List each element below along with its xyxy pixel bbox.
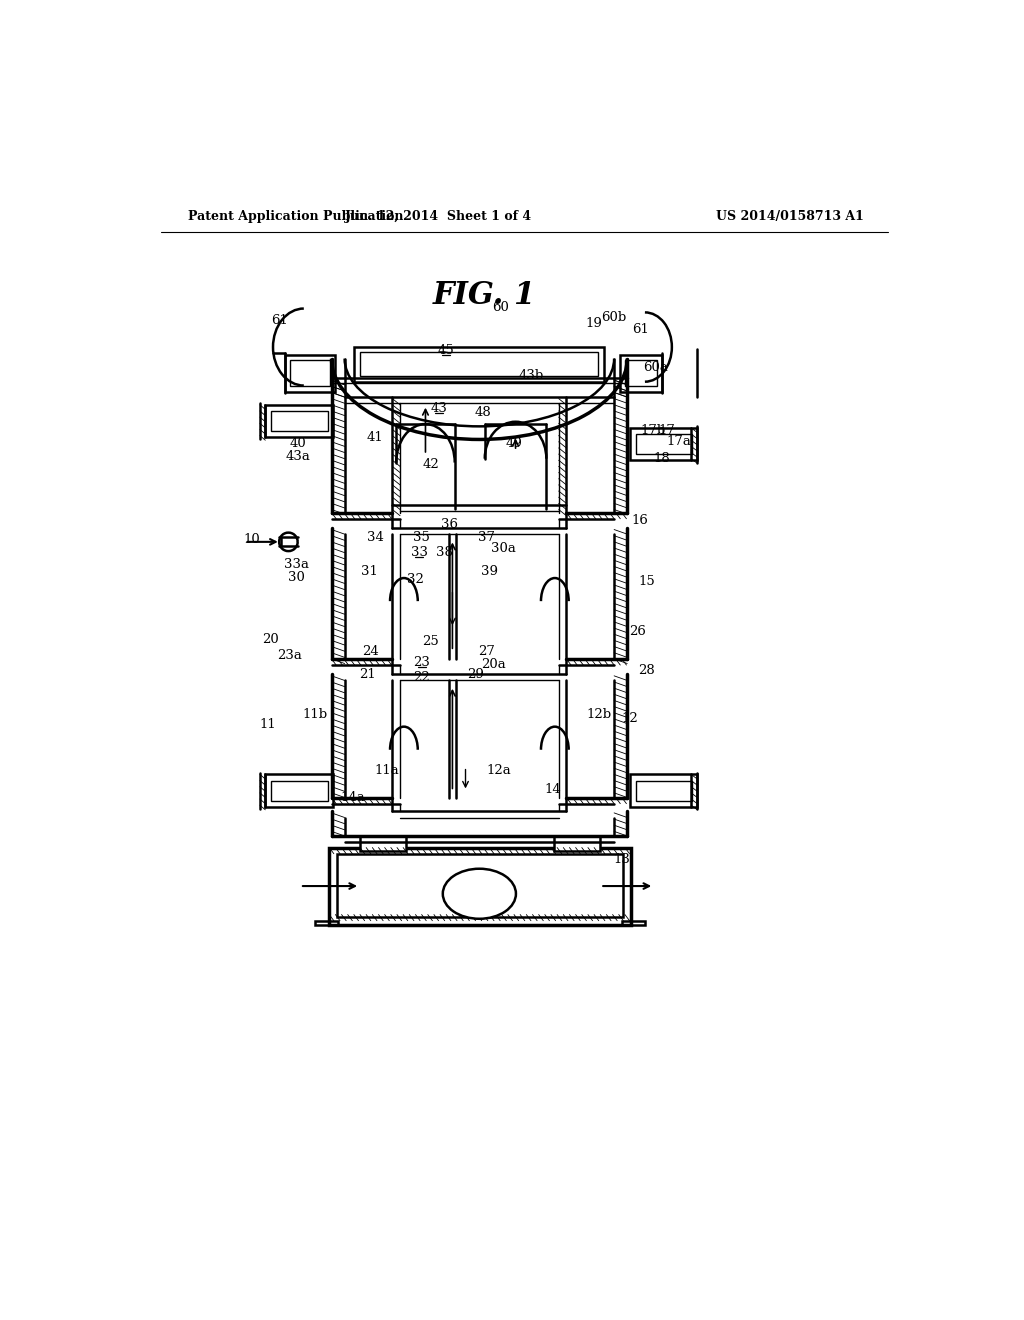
Text: US 2014/0158713 A1: US 2014/0158713 A1 <box>716 210 863 223</box>
Text: 38: 38 <box>436 546 454 560</box>
Text: 16: 16 <box>632 513 649 527</box>
Text: FIG. 1: FIG. 1 <box>433 280 537 312</box>
Bar <box>290 360 330 385</box>
Bar <box>337 854 624 917</box>
Text: 17: 17 <box>658 424 676 437</box>
Bar <box>360 836 407 851</box>
Text: 33a: 33a <box>284 557 308 570</box>
Bar <box>630 775 697 807</box>
Text: 12a: 12a <box>486 764 511 777</box>
Text: 22: 22 <box>414 671 430 684</box>
Text: 32: 32 <box>407 573 424 586</box>
Text: 18: 18 <box>653 453 671 465</box>
Text: 10: 10 <box>244 533 260 546</box>
Text: 42: 42 <box>423 458 439 471</box>
Text: 15: 15 <box>638 576 654 589</box>
Text: Patent Application Publication: Patent Application Publication <box>188 210 403 223</box>
Text: 39: 39 <box>481 565 498 578</box>
Text: 30a: 30a <box>490 543 516 556</box>
Text: Jun. 12, 2014  Sheet 1 of 4: Jun. 12, 2014 Sheet 1 of 4 <box>345 210 532 223</box>
Text: 41: 41 <box>367 430 384 444</box>
Text: 13: 13 <box>613 853 630 866</box>
Text: 12b: 12b <box>586 708 611 721</box>
Bar <box>625 360 657 385</box>
Text: 36: 36 <box>441 519 458 532</box>
Bar <box>554 836 600 851</box>
Text: 43b: 43b <box>518 370 544 381</box>
Text: 14: 14 <box>544 783 561 796</box>
Text: 61: 61 <box>632 323 649 335</box>
Text: 14a: 14a <box>340 791 365 804</box>
Text: 29: 29 <box>467 668 484 681</box>
Text: 17a: 17a <box>667 436 691 449</box>
Text: 40: 40 <box>290 437 307 450</box>
Text: 28: 28 <box>638 664 654 677</box>
Bar <box>630 428 697 461</box>
Text: 23a: 23a <box>278 648 302 661</box>
Text: 43a: 43a <box>286 450 311 463</box>
Text: 48: 48 <box>475 407 492 418</box>
Text: 11a: 11a <box>375 764 399 777</box>
Text: 20: 20 <box>262 634 280 647</box>
Text: 11b: 11b <box>303 708 328 721</box>
Text: 27: 27 <box>478 644 495 657</box>
Text: 21: 21 <box>359 668 376 681</box>
Bar <box>636 780 692 800</box>
Bar <box>285 355 335 392</box>
Text: 60a: 60a <box>643 362 668 375</box>
Text: 20a: 20a <box>481 657 507 671</box>
Text: 19: 19 <box>586 317 602 330</box>
Text: 23: 23 <box>413 656 430 669</box>
Text: 45: 45 <box>438 343 455 356</box>
Bar <box>315 921 339 924</box>
Text: 12: 12 <box>622 711 638 725</box>
Bar <box>636 434 692 454</box>
Text: 49: 49 <box>506 437 522 450</box>
Bar <box>330 847 631 924</box>
Text: 34: 34 <box>367 531 384 544</box>
Ellipse shape <box>442 869 516 919</box>
Text: 17b: 17b <box>640 424 666 437</box>
Text: 37: 37 <box>478 531 495 544</box>
Bar <box>271 411 328 430</box>
Text: 60: 60 <box>492 301 509 314</box>
Text: 30: 30 <box>288 570 304 583</box>
Bar <box>620 355 662 392</box>
Text: 25: 25 <box>423 635 439 648</box>
Text: 60b: 60b <box>601 312 627 325</box>
Text: 11: 11 <box>259 718 276 731</box>
Bar <box>360 352 598 376</box>
Text: 33: 33 <box>411 546 428 560</box>
Bar <box>265 775 333 807</box>
Bar <box>622 921 645 924</box>
Text: 43: 43 <box>430 403 447 416</box>
Text: 61: 61 <box>270 314 288 326</box>
Text: 24: 24 <box>362 644 379 657</box>
Text: 35: 35 <box>413 531 430 544</box>
Bar <box>271 780 328 800</box>
Bar <box>265 405 333 437</box>
Text: 31: 31 <box>360 565 378 578</box>
Bar <box>354 347 604 381</box>
Text: 26: 26 <box>629 626 646 639</box>
